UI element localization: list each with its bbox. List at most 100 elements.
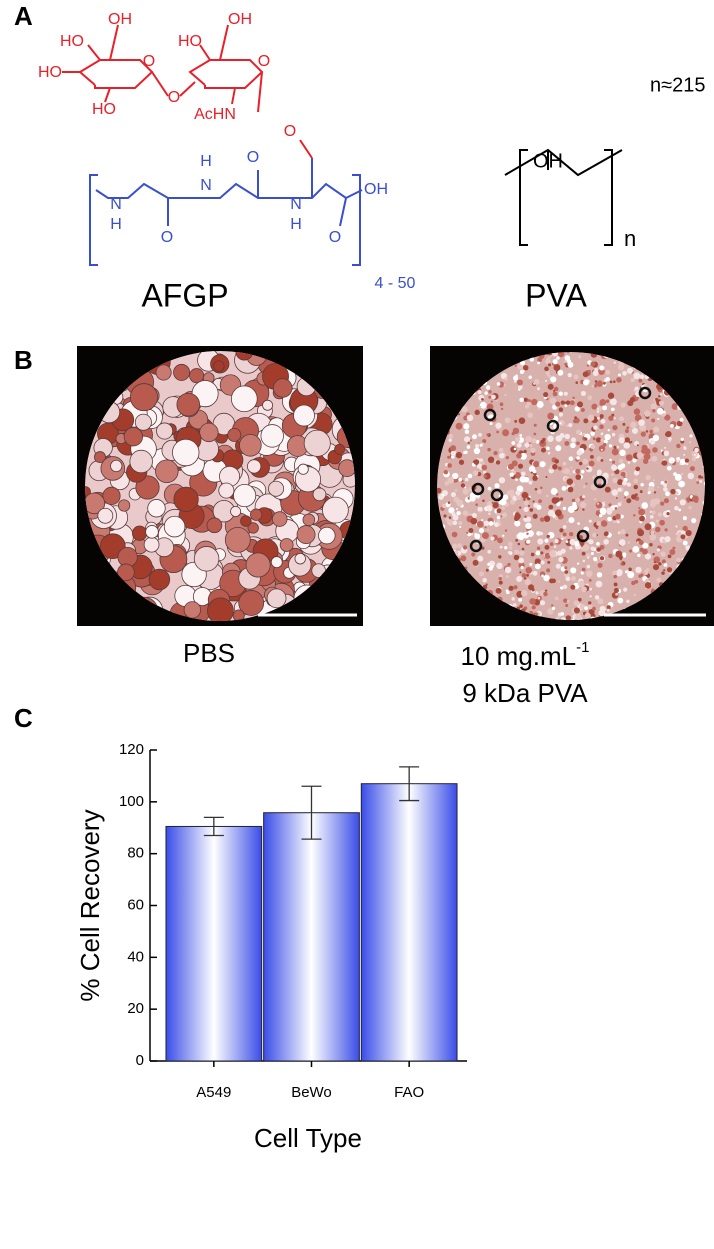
speck [687, 472, 695, 480]
speck [592, 429, 596, 432]
speck [476, 520, 484, 528]
speck [448, 438, 452, 443]
speck [548, 504, 554, 510]
speck [532, 475, 538, 481]
cell [206, 597, 234, 621]
speck [514, 520, 521, 527]
speck [539, 461, 546, 468]
speck [565, 576, 571, 582]
speck [562, 532, 567, 537]
speck [685, 529, 692, 537]
speck [593, 497, 597, 501]
speck [661, 559, 666, 564]
speck [553, 364, 561, 372]
speck [503, 383, 507, 387]
pva-oh: OH [533, 150, 563, 172]
speck [670, 488, 676, 495]
speck [582, 371, 589, 378]
cell [296, 525, 316, 545]
speck [527, 496, 531, 501]
speck [474, 444, 480, 449]
speck [540, 551, 544, 555]
speck [455, 451, 463, 459]
speck [616, 445, 620, 449]
speck [577, 522, 580, 525]
speck [545, 379, 548, 382]
cell [232, 609, 245, 621]
speck [608, 503, 612, 507]
speck [596, 410, 600, 413]
speck [597, 598, 604, 605]
speck [564, 433, 571, 440]
speck [587, 604, 593, 610]
speck [500, 407, 504, 411]
speck [649, 514, 654, 519]
speck [571, 482, 575, 487]
cell [193, 546, 220, 572]
speck [496, 430, 499, 434]
speck [564, 441, 570, 446]
speck [533, 423, 537, 427]
speck [599, 414, 604, 419]
speck [674, 505, 679, 511]
speck [611, 413, 615, 417]
speck [674, 497, 678, 500]
speck [660, 481, 665, 485]
caption: 10 mg.mL [461, 641, 577, 671]
speck [649, 429, 653, 434]
error-bar [399, 766, 420, 802]
speck [565, 615, 571, 620]
speck [469, 439, 472, 442]
speck [477, 390, 482, 394]
speck [557, 369, 564, 376]
cell [230, 385, 258, 413]
y-tick-label: 80 [127, 845, 144, 862]
speck [455, 422, 463, 430]
speck [559, 497, 564, 501]
speck [569, 532, 574, 537]
speck [608, 415, 614, 421]
speck [596, 416, 600, 420]
speck [560, 400, 565, 405]
bar [165, 825, 263, 1062]
speck [525, 435, 532, 443]
speck [502, 534, 505, 537]
speck [593, 425, 598, 430]
bar [360, 783, 458, 1062]
cell [318, 526, 336, 545]
speck [633, 514, 636, 517]
speck [602, 405, 608, 411]
speck [656, 577, 662, 583]
speck [594, 380, 598, 383]
cell [199, 422, 219, 443]
speck [543, 591, 548, 597]
speck [658, 562, 662, 566]
bubble [576, 529, 590, 543]
speck [437, 487, 442, 494]
speck [487, 447, 491, 452]
speck [547, 373, 552, 378]
speck [442, 503, 447, 509]
speck [605, 376, 610, 382]
caption: PBS [183, 638, 235, 668]
cell [123, 427, 143, 447]
speck [487, 486, 492, 491]
speck [537, 357, 543, 363]
speck [555, 435, 563, 442]
speck [563, 598, 568, 603]
speck [642, 542, 649, 549]
y-axis-label: % Cell Recovery [75, 809, 105, 1001]
speck [537, 538, 544, 545]
speck [632, 458, 637, 463]
speck [463, 423, 470, 430]
speck [584, 612, 591, 619]
speck [682, 540, 688, 546]
speck [654, 402, 657, 405]
cell [303, 429, 331, 457]
speck [615, 496, 618, 500]
speck [676, 557, 681, 563]
speck [531, 588, 535, 592]
speck [618, 437, 625, 444]
speck [521, 547, 525, 551]
speck [676, 443, 681, 449]
